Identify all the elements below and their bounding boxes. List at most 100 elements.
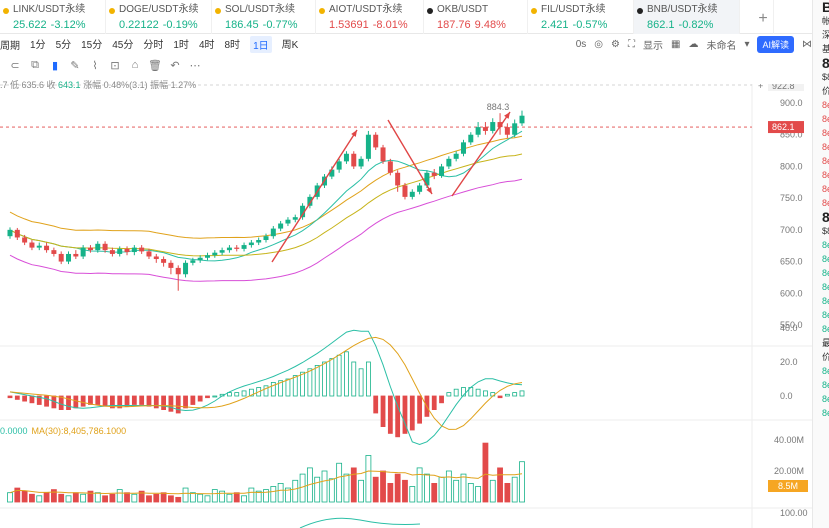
volume-bar [168, 495, 174, 503]
price-tick-label: 550.0 [780, 320, 803, 330]
macd-bar [102, 395, 108, 407]
period-option[interactable]: 周K [281, 39, 299, 51]
timer-label[interactable]: 0s [575, 38, 587, 50]
current-price-label: 862.1 [772, 122, 795, 132]
ruler-icon[interactable]: ⊡ [110, 59, 120, 72]
volume-bar [460, 473, 467, 503]
period-option[interactable]: 1分 [30, 39, 46, 51]
brush-icon[interactable]: ⌇ [92, 59, 98, 72]
candle-body [402, 185, 408, 197]
peak-price-label: 884.3 [487, 102, 510, 112]
candle-body [124, 248, 130, 253]
kline-chart[interactable]: 900.0 850.0 800.0 750.0 700.0 650.0 600.0 550.0… [0, 84, 812, 528]
panel-line: 8e [822, 324, 829, 334]
period-option[interactable]: 4时 [198, 39, 215, 51]
ticker-change: -0.82% [678, 19, 714, 31]
macd-bar [373, 395, 379, 414]
share-icon[interactable]: ⋈ [802, 38, 812, 50]
candle-body [387, 161, 393, 173]
volume-bar [321, 470, 328, 503]
layout-name[interactable]: 未命名 [706, 40, 737, 52]
magnet-icon[interactable]: ⊂ [10, 59, 20, 72]
candle-body [373, 134, 379, 148]
volume-current-label: 8.5M [778, 481, 798, 491]
period-option[interactable]: 5分 [55, 39, 72, 51]
trash-icon[interactable]: 🗑 [148, 59, 162, 72]
display-button[interactable]: 显示 [643, 40, 663, 52]
ticker-price: 186.45 [225, 19, 259, 31]
ticker-price: 1.53691 [329, 19, 369, 31]
high-badge-label: 922.8 [772, 84, 795, 91]
ticker-tab[interactable]: BNB/USDT永续 862.1 -0.82% [634, 0, 740, 34]
layers-icon[interactable]: ⧉ [31, 58, 39, 71]
coin-icon [637, 8, 643, 14]
period-option[interactable]: 15分 [81, 39, 103, 51]
ticker-tab[interactable]: AIOT/USDT永续 1.53691 -8.01% [316, 0, 424, 34]
ticker-tab[interactable]: FIL/USDT永续 2.421 -0.57% [528, 0, 634, 34]
pencil-icon[interactable]: ✎ [70, 59, 80, 72]
ticker-quote: 862.1 -0.82% [647, 18, 739, 32]
settings-icon[interactable]: ⚙ [611, 38, 620, 50]
volume-bar [197, 493, 204, 503]
candle-body [212, 252, 218, 256]
ticker-change: -8.01% [372, 19, 408, 31]
panel-line: 帐 [813, 14, 829, 28]
macd-dea-line [9, 336, 523, 430]
ticker-name: AIOT/USDT永续 [329, 4, 403, 15]
ticker-tab[interactable]: DOGE/USDT永续 0.22122 -0.19% [106, 0, 212, 34]
volume-bar [175, 496, 182, 503]
volume-bar [343, 473, 350, 503]
ticker-tab[interactable]: LINK/USDT永续 25.622 -3.12% [0, 0, 106, 34]
ticker-price: 187.76 [437, 19, 471, 31]
high-badge [768, 84, 804, 91]
macd-bar [110, 395, 115, 409]
volume-bar [438, 476, 445, 503]
panel-line: 8e [822, 296, 829, 306]
high-plus-icon: + [758, 84, 763, 91]
candle-body [102, 243, 108, 251]
undo-icon[interactable]: ↶ [170, 59, 180, 72]
macd-bar [497, 395, 503, 399]
chevron-down-icon[interactable]: ▾ [744, 38, 750, 50]
period-option[interactable]: 1日 [250, 35, 272, 53]
candle-body [365, 134, 371, 159]
volume-bar [358, 479, 364, 503]
macd-bar [161, 395, 167, 411]
more-icon[interactable]: ⋯ [189, 59, 201, 72]
panel-line: 8e [822, 128, 829, 138]
order-book-panel[interactable]: B帐深基8$8价8e8e8e8e8e8e8e8e8$88e8e8e8e8e8e8… [812, 0, 829, 528]
volume-bar [314, 476, 321, 503]
bookmark-icon[interactable]: ▮ [51, 59, 59, 72]
period-option[interactable]: 1时 [173, 39, 189, 51]
ticker-tab[interactable]: OKB/USDT 187.76 9.48% [424, 0, 528, 34]
macd-bar [263, 385, 269, 397]
add-tab-button[interactable]: + [740, 0, 774, 34]
ticker-name: BNB/USDT永续 [647, 4, 718, 15]
period-option[interactable]: 8时 [224, 39, 241, 51]
macd-bar [44, 395, 49, 407]
volume-bar [489, 479, 496, 503]
volume-bar [65, 495, 72, 503]
price-tick-label: 850.0 [780, 130, 803, 140]
volume-bar [445, 470, 452, 503]
panel-line: 8e [822, 408, 829, 418]
ai-interpret-button[interactable]: AI解读 [757, 35, 794, 53]
volume-bar [160, 492, 167, 503]
panel-line: 8e [822, 142, 829, 152]
macd-bar [431, 395, 437, 411]
volume-bar [43, 492, 50, 503]
macd-bar [504, 393, 510, 397]
ticker-tab[interactable]: SOL/USDT永续 186.45 -0.77% [212, 0, 316, 34]
period-option[interactable]: 分时 [143, 39, 164, 51]
period-option[interactable]: 45分 [112, 39, 134, 51]
tag-icon[interactable]: ⌂ [131, 59, 139, 71]
macd-bar [227, 392, 232, 397]
camera-icon[interactable]: ◎ [594, 38, 604, 50]
price-tick-label: 650.0 [780, 257, 803, 267]
fullscreen-icon[interactable]: ⛶ [628, 38, 635, 50]
macd-bar [336, 354, 342, 397]
layout-icon[interactable]: ▦ [671, 38, 681, 50]
candle-body [417, 185, 423, 192]
cloud-icon[interactable]: ☁ [688, 38, 699, 50]
volume-bar [72, 492, 79, 503]
